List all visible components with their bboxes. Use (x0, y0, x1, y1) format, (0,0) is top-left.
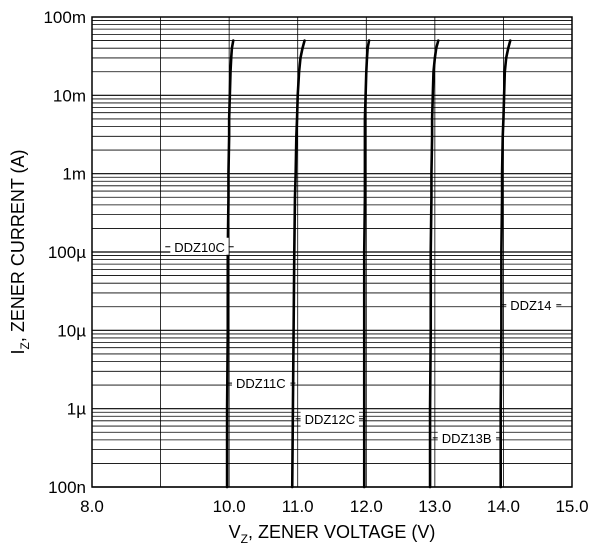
x-tick-label: 15.0 (555, 497, 588, 516)
series-line-ddz12c (362, 39, 371, 489)
series-line-ddz11c (290, 39, 306, 489)
curve-label-layer: DDZ10C DDZ11C DDZ12C DDZ13B DDZ14 (165, 237, 562, 446)
x-tick-label: 8.0 (80, 497, 104, 516)
curve-label-bg (232, 374, 291, 392)
series-line-ddz13b (428, 39, 440, 489)
series-line-ddz14 (499, 39, 512, 489)
y-tick-label: 1m (62, 165, 86, 184)
x-tick-label: 14.0 (487, 497, 520, 516)
y-tick-label: 10µ (57, 321, 86, 340)
curve-label-text: DDZ12C (305, 412, 356, 427)
curve-label-bg (506, 295, 557, 313)
curve-label-bg (437, 428, 497, 446)
x-tick-label: 10.0 (213, 497, 246, 516)
curve-label-ddz11c: DDZ11C (227, 374, 296, 392)
curve-label-text: DDZ11C (236, 376, 286, 391)
series-line-ddz10c (225, 39, 235, 489)
tick-labels: 8.0 10.0 11.0 12.0 13.0 14.0 15.0 100n 1µ 10µ 100µ… (43, 8, 588, 516)
y-tick-label: 100m (43, 8, 86, 27)
x-tick-label: 12.0 (350, 497, 383, 516)
curve-label-text: DDZ13B (442, 431, 492, 446)
y-tick-label: 1µ (67, 400, 86, 419)
x-tick-label: 13.0 (418, 497, 451, 516)
curve-label-ddz12c: DDZ12C (295, 409, 364, 427)
curve-label-bg (300, 409, 359, 427)
curve-label-ddz14: DDZ14 (501, 295, 562, 313)
x-axis-label: VZ, ZENER VOLTAGE (V) (229, 522, 436, 544)
curve-label-ddz10c: DDZ10C (165, 237, 234, 255)
y-tick-label: 10m (53, 86, 86, 105)
curve-label-bg (170, 237, 229, 255)
y-tick-label: 100n (48, 478, 86, 497)
y-axis-label: IZ, ZENER CURRENT (A) (8, 149, 32, 354)
curve-label-ddz13b: DDZ13B (432, 428, 502, 446)
series-layer (225, 39, 512, 489)
x-tick-label: 11.0 (282, 497, 314, 516)
curve-label-text: DDZ14 (510, 298, 551, 313)
curve-label-text: DDZ10C (174, 240, 225, 255)
plot-frame (91, 16, 573, 488)
y-tick-label: 100µ (48, 243, 86, 262)
